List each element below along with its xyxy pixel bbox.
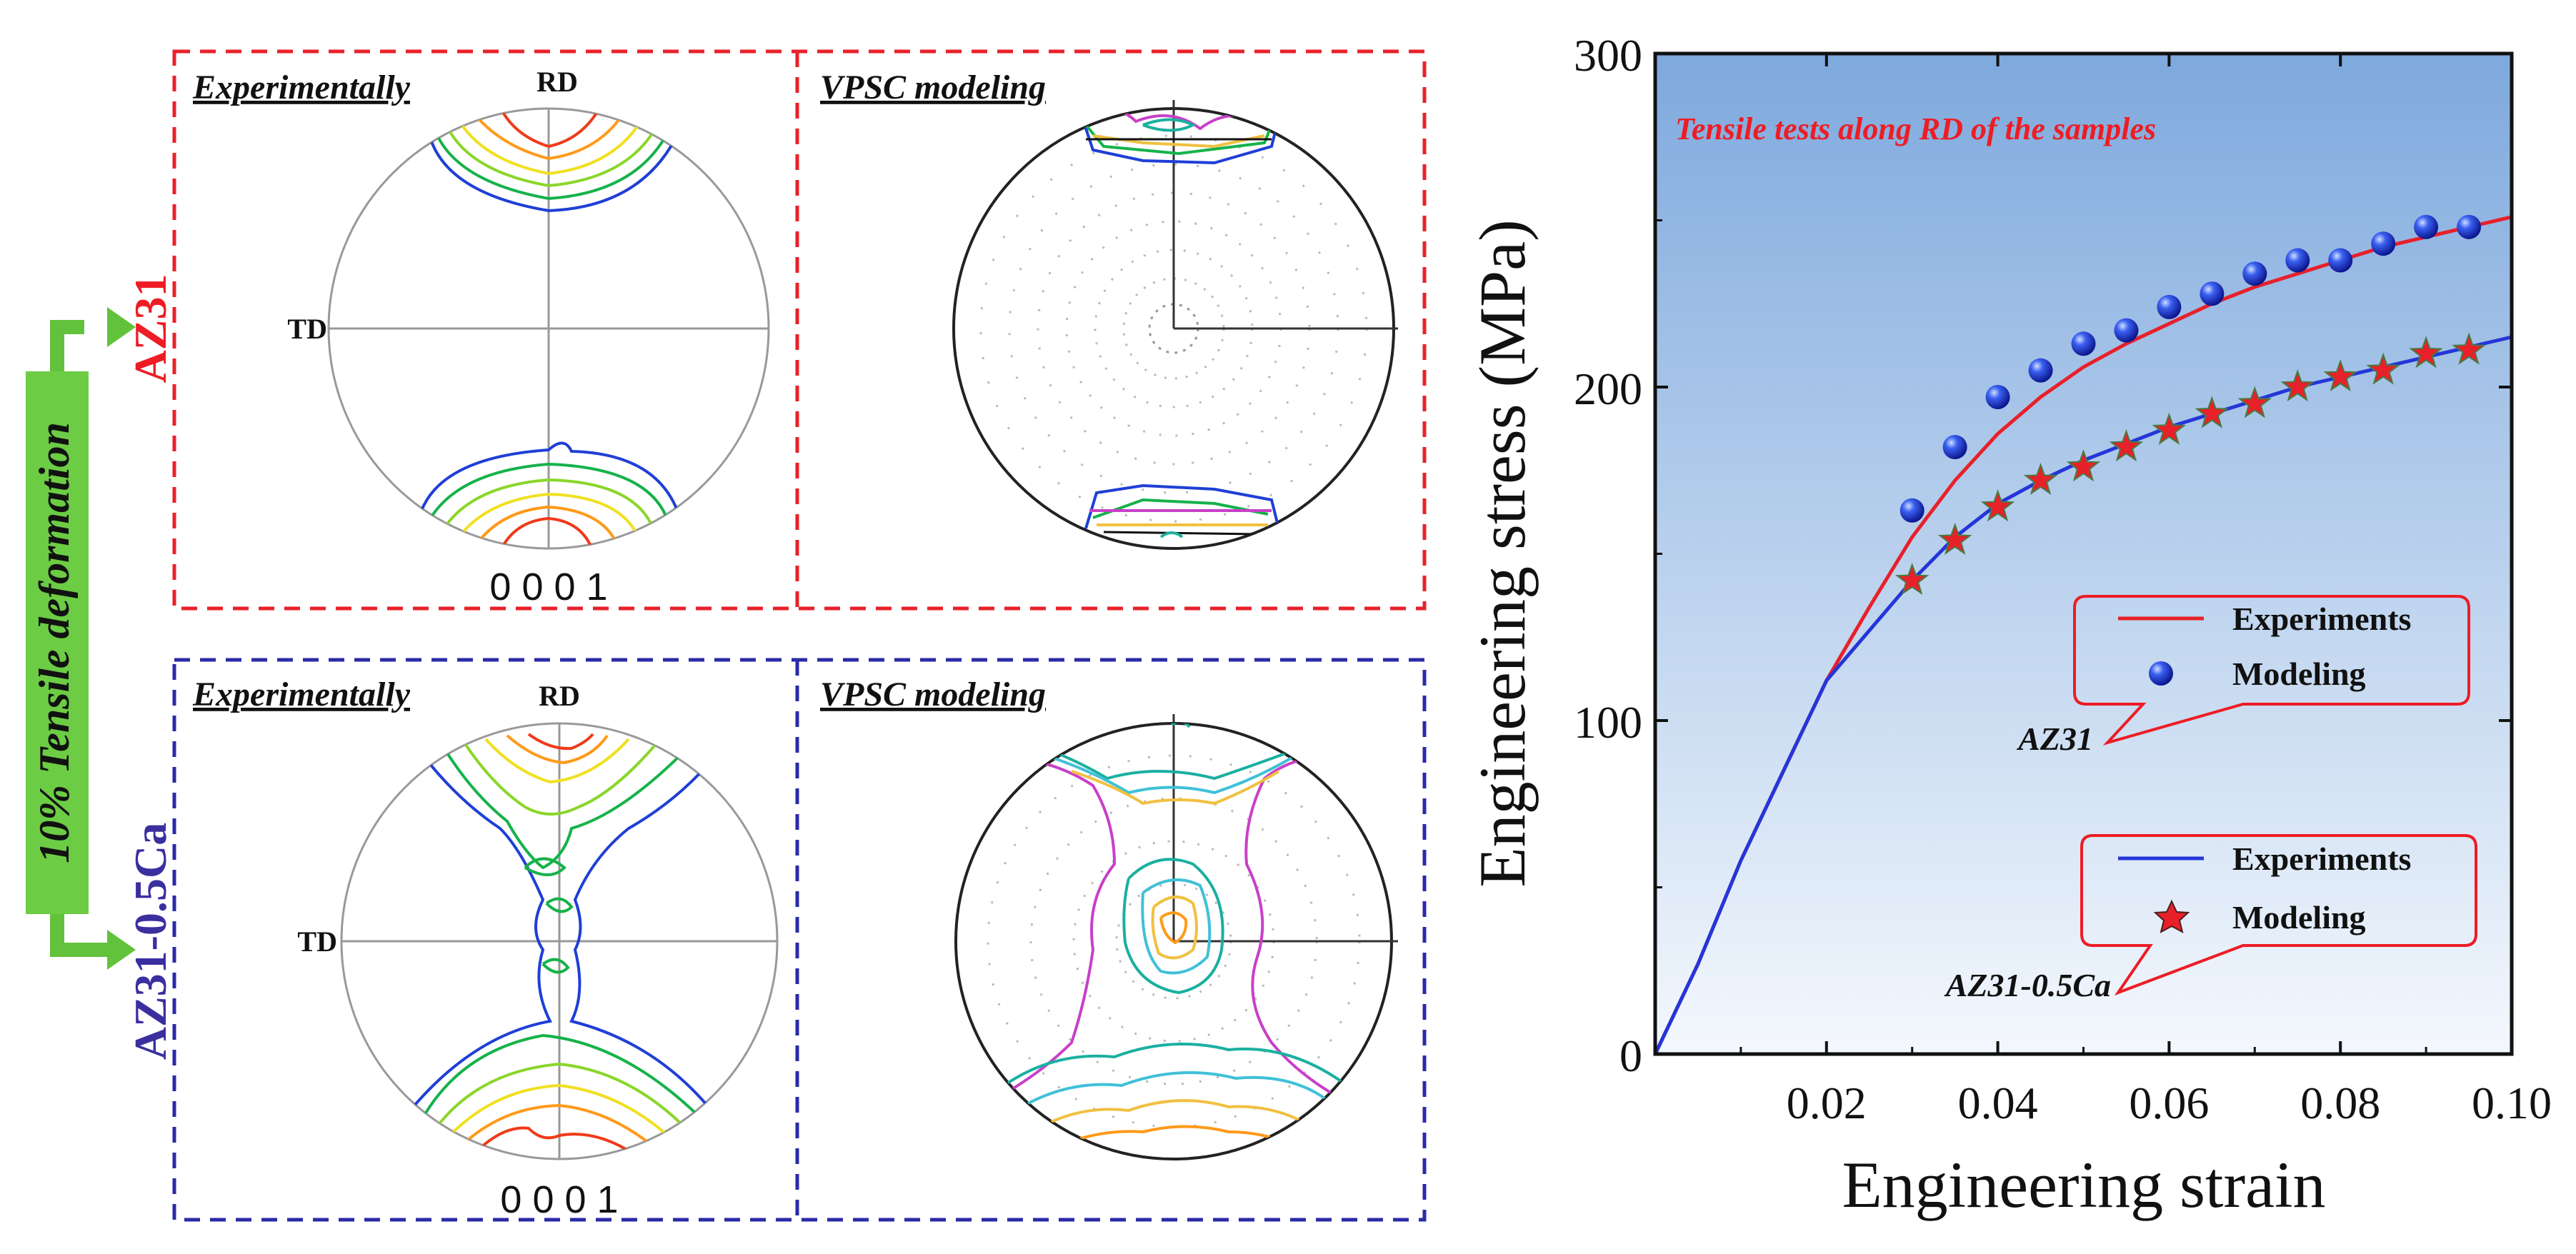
callout-az31: AZ31 xyxy=(2016,721,2093,757)
marker-az31-2 xyxy=(1985,385,2010,410)
x-tick-label-3: 0.08 xyxy=(2300,1078,2380,1128)
arrow-head-bottom xyxy=(107,930,136,970)
marker-az31-6 xyxy=(2157,294,2182,319)
marker-az31-12 xyxy=(2414,214,2439,239)
marker-az31-0.5ca-5 xyxy=(2109,429,2144,462)
side-arrow-group: 10% Tensile deformation xyxy=(26,307,136,970)
marker-az31-5 xyxy=(2114,318,2139,343)
model-pole-figure xyxy=(952,100,1398,550)
marker-az31-0 xyxy=(1899,498,1924,523)
rd-label: RD xyxy=(536,66,578,98)
x-tick-label-0: 0.02 xyxy=(1787,1078,1867,1128)
exp-header: Experimentally xyxy=(192,69,411,106)
x-tick-label-2: 0.06 xyxy=(2129,1078,2209,1128)
marker-az31-4 xyxy=(2071,331,2096,356)
legend-exp-label: Experiments xyxy=(2232,841,2411,877)
marker-az31-0.5ca-13 xyxy=(2452,332,2486,365)
marker-az31-0.5ca-1 xyxy=(1937,522,1972,556)
marker-az31-0.5ca-8 xyxy=(2237,386,2272,418)
rd-label: RD xyxy=(539,680,580,712)
td-label: TD xyxy=(287,313,327,345)
arrow-head-top xyxy=(107,307,136,347)
y-axis-label: Engineering stress (MPa) xyxy=(1466,219,1539,887)
alloy-label: AZ31-0.5Ca xyxy=(125,823,176,1060)
legend-az31: Experiments Modeling AZ31 xyxy=(2016,595,2470,757)
legend-star-marker xyxy=(2153,899,2190,933)
marker-az31-0.5ca-9 xyxy=(2280,369,2315,402)
marker-az31-0.5ca-4 xyxy=(2066,449,2101,482)
marker-az31-13 xyxy=(2457,214,2482,239)
group-border xyxy=(172,658,1427,1222)
exp-header: Experimentally xyxy=(192,676,411,713)
marker-az31-0.5ca-12 xyxy=(2409,336,2443,368)
plot-background xyxy=(1655,54,2512,1054)
x-axis-label: Engineering strain xyxy=(1842,1148,2325,1221)
marker-az31-10 xyxy=(2328,248,2353,273)
marker-az31-0.5ca-10 xyxy=(2323,359,2357,392)
legend-sphere-marker xyxy=(2149,661,2173,686)
side-label: 10% Tensile deformation xyxy=(31,422,78,863)
model-header: VPSC modeling xyxy=(820,69,1046,106)
legend-model-label: Modeling xyxy=(2232,656,2366,692)
pole-figure-label: 0 0 0 1 xyxy=(489,566,607,608)
stress-strain-chart: 0 100 200 300 0.02 0.04 0.06 0.08 0.10 Tensile t… xyxy=(1466,30,2552,1221)
group-az31: AZ31 Experimentally VPSC modeling xyxy=(125,49,1427,611)
pole-figure-label: 0 0 0 1 xyxy=(500,1178,618,1221)
marker-az31-7 xyxy=(2200,281,2225,306)
legend-model-label: Modeling xyxy=(2232,899,2366,936)
y-tick-label-3: 300 xyxy=(1574,30,1642,81)
side-label-box xyxy=(26,371,89,914)
marker-az31-0.5ca-2 xyxy=(1980,489,2015,522)
marker-az31-3 xyxy=(2028,358,2053,383)
x-tick-label-4: 0.10 xyxy=(2472,1078,2552,1128)
marker-az31-9 xyxy=(2285,248,2310,273)
callout-az31-0.5ca: AZ31-0.5Ca xyxy=(1944,967,2111,1003)
chart-annotation: Tensile tests along RD of the samples xyxy=(1675,111,2156,146)
model-header: VPSC modeling xyxy=(820,676,1046,713)
legend-exp-label: Experiments xyxy=(2232,601,2411,637)
marker-az31-0.5ca-6 xyxy=(2152,412,2187,445)
marker-az31-1 xyxy=(1942,435,1967,460)
marker-az31-11 xyxy=(2371,231,2396,256)
legend-az31-0.5ca: Experiments Modeling AZ31-0.5Ca xyxy=(1944,834,2477,1003)
marker-az31-0.5ca-0 xyxy=(1894,562,1929,596)
exp-pole-figure: RD TD 0 0 0 1 xyxy=(297,680,779,1221)
model-pole-figure xyxy=(954,714,1398,1160)
td-label: TD xyxy=(297,926,337,958)
x-tick-label-1: 0.04 xyxy=(1958,1078,2038,1128)
alloy-label: AZ31 xyxy=(125,274,176,383)
y-tick-label-1: 100 xyxy=(1574,697,1642,748)
marker-az31-0.5ca-11 xyxy=(2366,352,2400,385)
y-tick-label-2: 200 xyxy=(1574,363,1642,414)
marker-az31-0.5ca-3 xyxy=(2023,462,2058,495)
group-border xyxy=(172,49,1427,611)
exp-pole-figure: RD TD 0 0 0 1 xyxy=(287,66,770,608)
marker-az31-0.5ca-7 xyxy=(2195,396,2230,428)
group-az31-0.5ca: AZ31-0.5Ca Experimentally VPSC modeling xyxy=(125,658,1427,1222)
y-tick-label-0: 0 xyxy=(1619,1030,1642,1081)
marker-az31-8 xyxy=(2242,261,2267,286)
